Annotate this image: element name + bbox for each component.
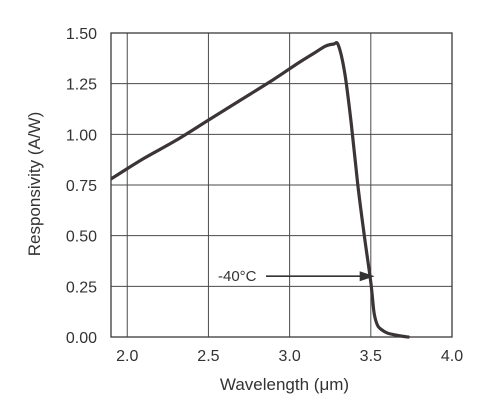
x-tick-label: 2.5: [197, 348, 219, 365]
y-tick-label: 0.75: [66, 178, 97, 195]
series-layer: [111, 41, 410, 339]
y-tick-label: 1.50: [66, 26, 97, 43]
y-tick-label: 0.00: [66, 330, 97, 347]
grid: [111, 33, 452, 337]
y-axis-title: Responsivity (A/W): [25, 112, 44, 257]
y-tick-labels: 0.00 0.25 0.50 0.75 1.00 1.25 1.50: [66, 26, 97, 347]
annotation-layer: -40°C: [218, 268, 375, 285]
x-tick-label: 2.0: [116, 348, 138, 365]
y-tick-label: 1.00: [66, 127, 97, 144]
y-tick-label: 0.50: [66, 229, 97, 246]
annotation-label: -40°C: [218, 268, 257, 285]
y-tick-label: 1.25: [66, 77, 97, 94]
plot-frame: [110, 32, 453, 338]
x-tick-label: 3.0: [278, 348, 300, 365]
x-tick-label: 3.5: [360, 348, 382, 365]
x-axis-title: Wavelength (μm): [220, 375, 349, 394]
x-tick-labels: 2.0 2.5 3.0 3.5 4.0: [116, 348, 463, 365]
x-tick-label: 4.0: [441, 348, 463, 365]
annotation-arrow-head: [359, 271, 375, 282]
y-tick-label: 0.25: [66, 279, 97, 296]
responsivity-line: [111, 41, 410, 339]
